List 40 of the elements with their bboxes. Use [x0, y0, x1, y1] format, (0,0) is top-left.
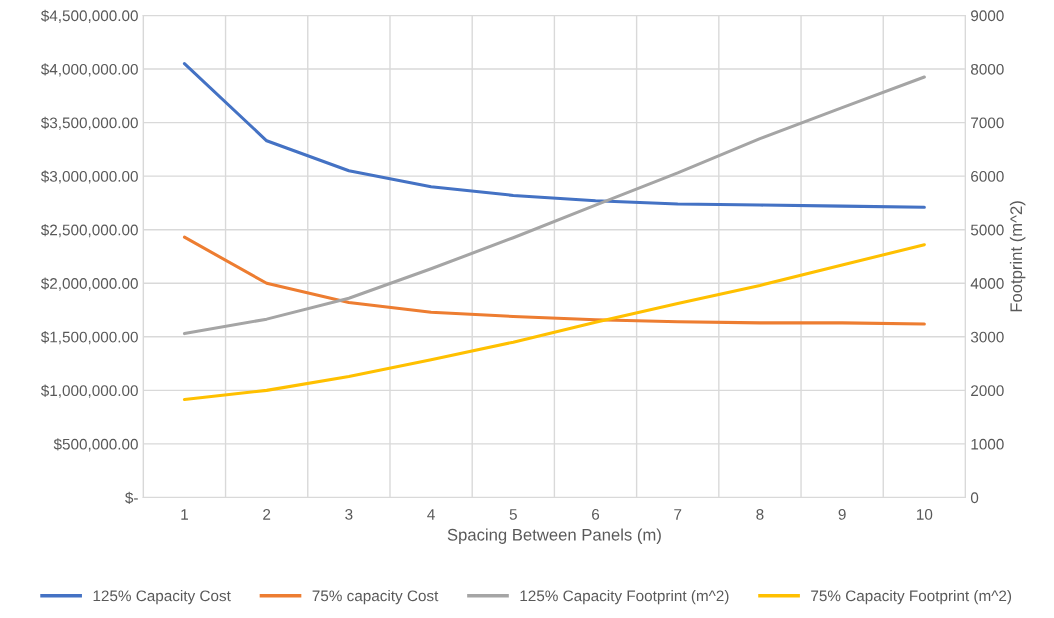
x-tick-label: 5: [509, 509, 517, 520]
x-tick-label: 10: [917, 509, 933, 520]
y-tick-label: $3,000,000.00: [40, 170, 138, 184]
x-tick-label: 6: [592, 509, 600, 520]
line-series: [182, 243, 926, 402]
y2-tick-label: 0: [970, 492, 979, 504]
line-series: [182, 75, 926, 336]
y-tick-label: $1,500,000.00: [40, 331, 138, 345]
y2-tick-label: 7000: [971, 117, 1004, 129]
legend-label: 125% Capacity Cost: [93, 590, 231, 605]
y-tick-label: $1,000,000.00: [40, 384, 138, 398]
y2-tick-label: 5000: [970, 224, 1004, 236]
y-tick-label: $-: [125, 491, 138, 505]
x-tick-label: 9: [838, 509, 846, 520]
x-tick-label: 2: [263, 509, 271, 520]
y2-tick-label: 1000: [971, 438, 1004, 450]
x-tick-label: 7: [674, 509, 682, 520]
y2-tick-label: 4000: [970, 278, 1004, 289]
y-tick-label: $4,500,000.00: [40, 9, 138, 23]
y-tick-label: $4,000,000.00: [40, 63, 138, 77]
x-tick-label: 1: [181, 509, 188, 520]
y2-tick-label: 8000: [970, 63, 1004, 75]
legend-label: 75% Capacity Footprint (m^2): [811, 590, 1012, 605]
line-series: [182, 235, 926, 326]
y2-tick-label: 9000: [971, 10, 1004, 22]
y-tick-label: $2,000,000.00: [40, 277, 138, 291]
legend-label: 75% capacity Cost: [312, 590, 439, 605]
y2-axis-title: Footprint (m^2): [1009, 201, 1026, 312]
y2-tick-label: 2000: [971, 385, 1004, 397]
y2-tick-label: 3000: [970, 331, 1004, 343]
legend-label: 125% Capacity Footprint (m^2): [520, 590, 729, 605]
x-tick-label: 3: [345, 509, 353, 520]
x-tick-label: 8: [756, 509, 764, 520]
line-series: [182, 62, 926, 209]
y-tick-label: $3,500,000.00: [40, 116, 138, 131]
x-tick-label: 4: [427, 509, 435, 520]
x-axis-title: Spacing Between Panels (m): [447, 528, 661, 544]
y-tick-label: $500,000.00: [53, 438, 138, 452]
y-tick-label: $2,500,000.00: [40, 223, 138, 238]
y2-tick-label: 6000: [971, 171, 1004, 182]
